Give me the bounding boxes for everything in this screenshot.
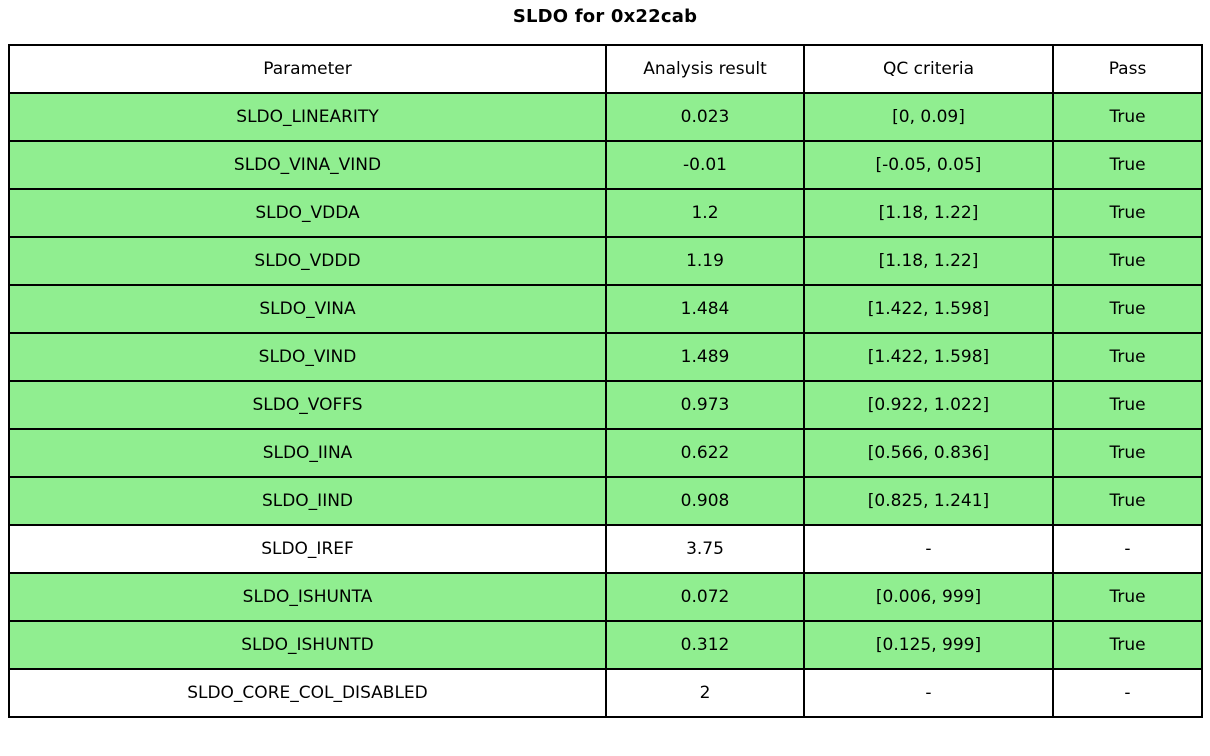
table-cell-parameter: SLDO_IIND (8, 476, 607, 526)
table-cell-qc-criteria: [-0.05, 0.05] (803, 140, 1054, 190)
table-cell-parameter: SLDO_ISHUNTA (8, 572, 607, 622)
table-cell-pass: True (1052, 476, 1203, 526)
table-row: SLDO_VINA_VIND -0.01 [-0.05, 0.05] True (8, 140, 1203, 190)
table-row: SLDO_IIND 0.908 [0.825, 1.241] True (8, 476, 1203, 526)
table-row: SLDO_VIND 1.489 [1.422, 1.598] True (8, 332, 1203, 382)
table-cell-qc-criteria: [0.825, 1.241] (803, 476, 1054, 526)
column-header-analysis-result: Analysis result (605, 44, 805, 94)
table-body: SLDO_LINEARITY 0.023 [0, 0.09] True SLDO_VIN… (8, 92, 1203, 718)
column-header-parameter: Parameter (8, 44, 607, 94)
table-cell-pass: - (1052, 524, 1203, 574)
header-row: Parameter Analysis result QC criteria Pa… (8, 44, 1203, 94)
table-cell-qc-criteria: [1.18, 1.22] (803, 188, 1054, 238)
table-cell-pass: True (1052, 380, 1203, 430)
table-cell-qc-criteria: [0.922, 1.022] (803, 380, 1054, 430)
table-cell-pass: True (1052, 572, 1203, 622)
table-cell-analysis-result: 0.908 (605, 476, 805, 526)
table-cell-parameter: SLDO_VDDD (8, 236, 607, 286)
table-cell-qc-criteria: [0.566, 0.836] (803, 428, 1054, 478)
table-cell-pass: True (1052, 332, 1203, 382)
table-row: SLDO_VOFFS 0.973 [0.922, 1.022] True (8, 380, 1203, 430)
table-cell-parameter: SLDO_IREF (8, 524, 607, 574)
table-cell-pass: True (1052, 284, 1203, 334)
table-cell-parameter: SLDO_CORE_COL_DISABLED (8, 668, 607, 718)
table-cell-analysis-result: 1.489 (605, 332, 805, 382)
table-row: SLDO_LINEARITY 0.023 [0, 0.09] True (8, 92, 1203, 142)
table-cell-analysis-result: 3.75 (605, 524, 805, 574)
table-cell-pass: True (1052, 92, 1203, 142)
table-cell-parameter: SLDO_ISHUNTD (8, 620, 607, 670)
table-cell-parameter: SLDO_VINA (8, 284, 607, 334)
table-row: SLDO_ISHUNTD 0.312 [0.125, 999] True (8, 620, 1203, 670)
table-cell-analysis-result: 0.312 (605, 620, 805, 670)
table-cell-pass: - (1052, 668, 1203, 718)
page-title: SLDO for 0x22cab (512, 6, 698, 27)
table-cell-qc-criteria: [1.18, 1.22] (803, 236, 1054, 286)
table-cell-parameter: SLDO_LINEARITY (8, 92, 607, 142)
table-cell-analysis-result: 0.023 (605, 92, 805, 142)
table-cell-parameter: SLDO_IINA (8, 428, 607, 478)
table-cell-qc-criteria: [0.125, 999] (803, 620, 1054, 670)
table-cell-pass: True (1052, 188, 1203, 238)
column-header-qc-criteria: QC criteria (803, 44, 1054, 94)
table-row: SLDO_VINA 1.484 [1.422, 1.598] True (8, 284, 1203, 334)
table-cell-parameter: SLDO_VDDA (8, 188, 607, 238)
table-cell-qc-criteria: [0.006, 999] (803, 572, 1054, 622)
table-row: SLDO_IINA 0.622 [0.566, 0.836] True (8, 428, 1203, 478)
table-row: SLDO_ISHUNTA 0.072 [0.006, 999] True (8, 572, 1203, 622)
table-row: SLDO_CORE_COL_DISABLED 2- - (8, 668, 1203, 718)
qc-results-table: Parameter Analysis result QC criteria Pa… (8, 44, 1203, 718)
table-cell-analysis-result: 1.19 (605, 236, 805, 286)
table-cell-pass: True (1052, 140, 1203, 190)
table-cell-qc-criteria: [0, 0.09] (803, 92, 1054, 142)
table-cell-parameter: SLDO_VIND (8, 332, 607, 382)
table-cell-analysis-result: -0.01 (605, 140, 805, 190)
table-row: SLDO_VDDA 1.2 [1.18, 1.22] True (8, 188, 1203, 238)
table-cell-analysis-result: 0.622 (605, 428, 805, 478)
table-cell-pass: True (1052, 236, 1203, 286)
table-cell-analysis-result: 0.973 (605, 380, 805, 430)
column-header-pass: Pass (1052, 44, 1203, 94)
table-cell-parameter: SLDO_VOFFS (8, 380, 607, 430)
table-cell-qc-criteria: - (803, 524, 1054, 574)
table-cell-analysis-result: 1.2 (605, 188, 805, 238)
table-cell-qc-criteria: [1.422, 1.598] (803, 284, 1054, 334)
table-row: SLDO_IREF 3.75- - (8, 524, 1203, 574)
table-header: Parameter Analysis result QC criteria Pa… (8, 44, 1203, 94)
table-cell-qc-criteria: [1.422, 1.598] (803, 332, 1054, 382)
table-cell-pass: True (1052, 428, 1203, 478)
table-cell-qc-criteria: - (803, 668, 1054, 718)
table-cell-analysis-result: 2 (605, 668, 805, 718)
table-cell-analysis-result: 0.072 (605, 572, 805, 622)
table-cell-pass: True (1052, 620, 1203, 670)
table-cell-parameter: SLDO_VINA_VIND (8, 140, 607, 190)
table-cell-analysis-result: 1.484 (605, 284, 805, 334)
table-row: SLDO_VDDD 1.19 [1.18, 1.22] True (8, 236, 1203, 286)
